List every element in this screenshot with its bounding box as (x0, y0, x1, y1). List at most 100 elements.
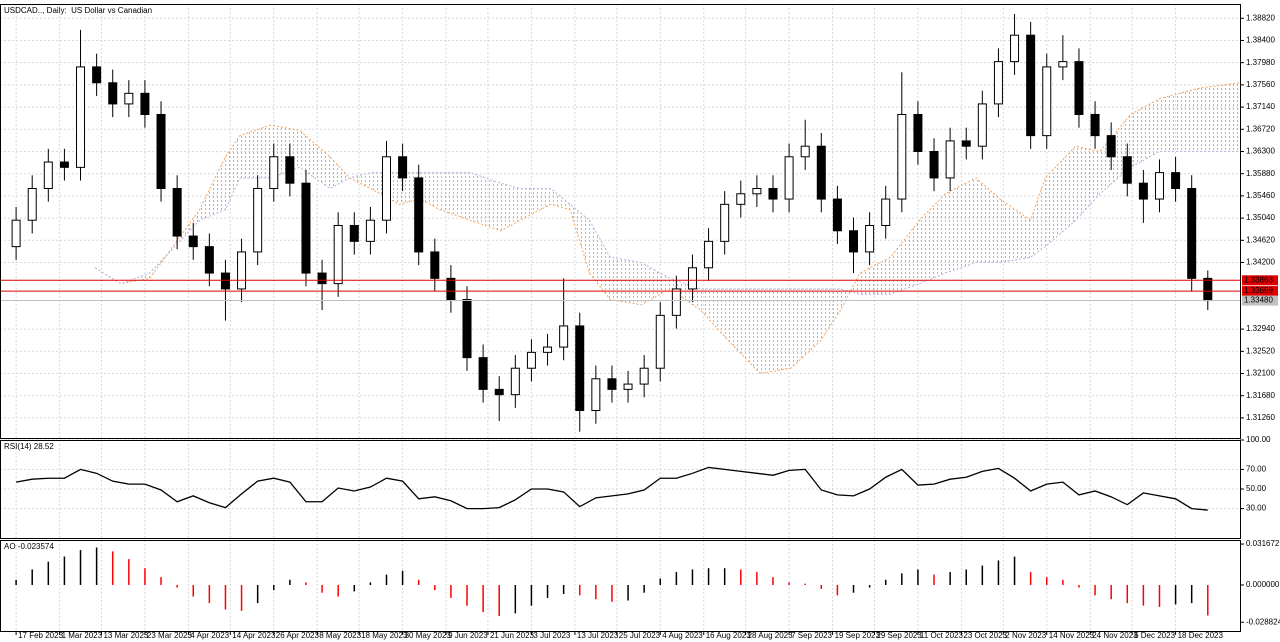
x-tick-label: 28 Aug 2023 (748, 631, 793, 640)
y-tick-label: 70.00 (1246, 465, 1267, 474)
candle-body (462, 299, 472, 359)
candle-body (623, 383, 633, 390)
x-tick-label: 8 May 2023 (319, 631, 361, 640)
candle-body (929, 150, 939, 179)
x-tick-label: 7 Sep 2023 (791, 631, 832, 640)
candle-body (124, 92, 134, 105)
candle-body (59, 161, 69, 168)
x-tick-label: 11 Oct 2023 (920, 631, 964, 640)
candle-body (832, 198, 842, 232)
cloud-fill (439, 172, 471, 221)
candle-body (607, 378, 617, 390)
candle-body (478, 357, 488, 390)
candle-body (897, 113, 907, 200)
cloud-fill (700, 288, 730, 342)
x-tick-label: 29 Sep 2023 (876, 631, 922, 640)
candle-body (639, 367, 649, 385)
candle-body (108, 82, 118, 105)
price-level-badge (1242, 275, 1278, 286)
y-tick-label: 100.00 (1246, 435, 1271, 444)
candle-body (317, 272, 327, 285)
candle-body (575, 325, 585, 412)
candle-body (510, 367, 520, 396)
panel-title: AO -0.023574 (4, 542, 54, 551)
candle-body (1187, 187, 1197, 279)
candle-body (655, 314, 665, 369)
cloud-fill (1199, 82, 1240, 152)
cloud-fill (239, 125, 271, 178)
y-tick-label: 1.38400 (1246, 36, 1275, 45)
y-tick-label: 1.36300 (1246, 147, 1275, 156)
x-tick-label: 14 Apr 2023 (232, 631, 276, 640)
panel-frame (0, 4, 1241, 439)
candle-body (1154, 172, 1164, 200)
candle-body (768, 187, 778, 200)
cloud-fill (890, 220, 920, 295)
candle-body (849, 230, 859, 253)
x-tick-label: 25 Jul 2023 (619, 631, 661, 640)
x-tick-label: 18 May 2023 (361, 631, 408, 640)
y-tick-label: 1.31260 (1246, 413, 1275, 422)
x-tick-label: 23 Oct 2023 (963, 631, 1007, 640)
candle-body (961, 140, 971, 147)
price-level-label: 1.33480 (1244, 296, 1273, 305)
x-tick-label: 1 Mar 2023 (62, 631, 103, 640)
candle-body (381, 156, 391, 221)
y-tick-label: 0.031672 (1246, 539, 1280, 548)
candle-body (800, 145, 810, 158)
cloud-fill (225, 135, 240, 210)
candle-body (881, 198, 891, 226)
candle-body (349, 224, 359, 242)
candle-body (1106, 135, 1116, 158)
candle-body (333, 224, 343, 285)
panel-title: USDCAD.., Daily: US Dollar vs Canadian (4, 6, 152, 15)
cloud-fill (349, 172, 371, 189)
candle-body (1138, 182, 1148, 200)
candle-body (1171, 172, 1181, 189)
candle-body (559, 325, 569, 348)
candle-body (204, 246, 214, 274)
cloud-fill (945, 177, 976, 274)
candle-body (188, 235, 198, 248)
candle-body (365, 219, 375, 242)
cloud-fill (760, 288, 791, 374)
x-tick-label: 18 Dec 2023 (1178, 631, 1224, 640)
cloud-fill (299, 130, 331, 189)
y-tick-label: 1.37560 (1246, 80, 1275, 89)
candle-body (27, 187, 37, 221)
candle-body (11, 219, 21, 248)
candle-body (1090, 113, 1100, 137)
y-tick-label: 30.00 (1246, 504, 1267, 513)
y-tick-label: 1.37140 (1246, 102, 1275, 111)
x-tick-label: 24 Nov 2023 (1092, 631, 1138, 640)
y-tick-label: 1.31680 (1246, 391, 1275, 400)
x-tick-label: 3 Jul 2023 (533, 631, 570, 640)
candle-body (720, 203, 730, 242)
candle-body (1203, 277, 1213, 302)
candle-body (752, 187, 762, 195)
candle-body (237, 251, 247, 290)
y-tick-label: -0.028824 (1246, 617, 1280, 626)
candle-body (1122, 156, 1132, 184)
x-tick-label: 23 Mar 2023 (147, 631, 192, 640)
candle-body (430, 251, 440, 279)
candle-body (172, 187, 182, 237)
candle-body (1042, 66, 1052, 137)
x-tick-label: 30 May 2023 (405, 631, 452, 640)
candle-body (43, 161, 53, 189)
candle-body (398, 156, 408, 179)
candle-body (977, 103, 987, 147)
cloud-fill (729, 288, 761, 374)
price-level-badge (1242, 295, 1278, 306)
candle-body (414, 177, 424, 253)
x-tick-label: 6 Dec 2023 (1134, 631, 1175, 640)
candle-body (671, 288, 681, 316)
y-tick-label: 1.34620 (1246, 235, 1275, 244)
candle-body (301, 182, 311, 274)
cloud-fill (330, 156, 350, 189)
cloud-span-a (94, 82, 1241, 375)
y-tick-label: 1.34200 (1246, 258, 1275, 267)
cloud-fill (550, 188, 571, 210)
candle-body (784, 156, 794, 200)
candle-body (913, 113, 923, 152)
